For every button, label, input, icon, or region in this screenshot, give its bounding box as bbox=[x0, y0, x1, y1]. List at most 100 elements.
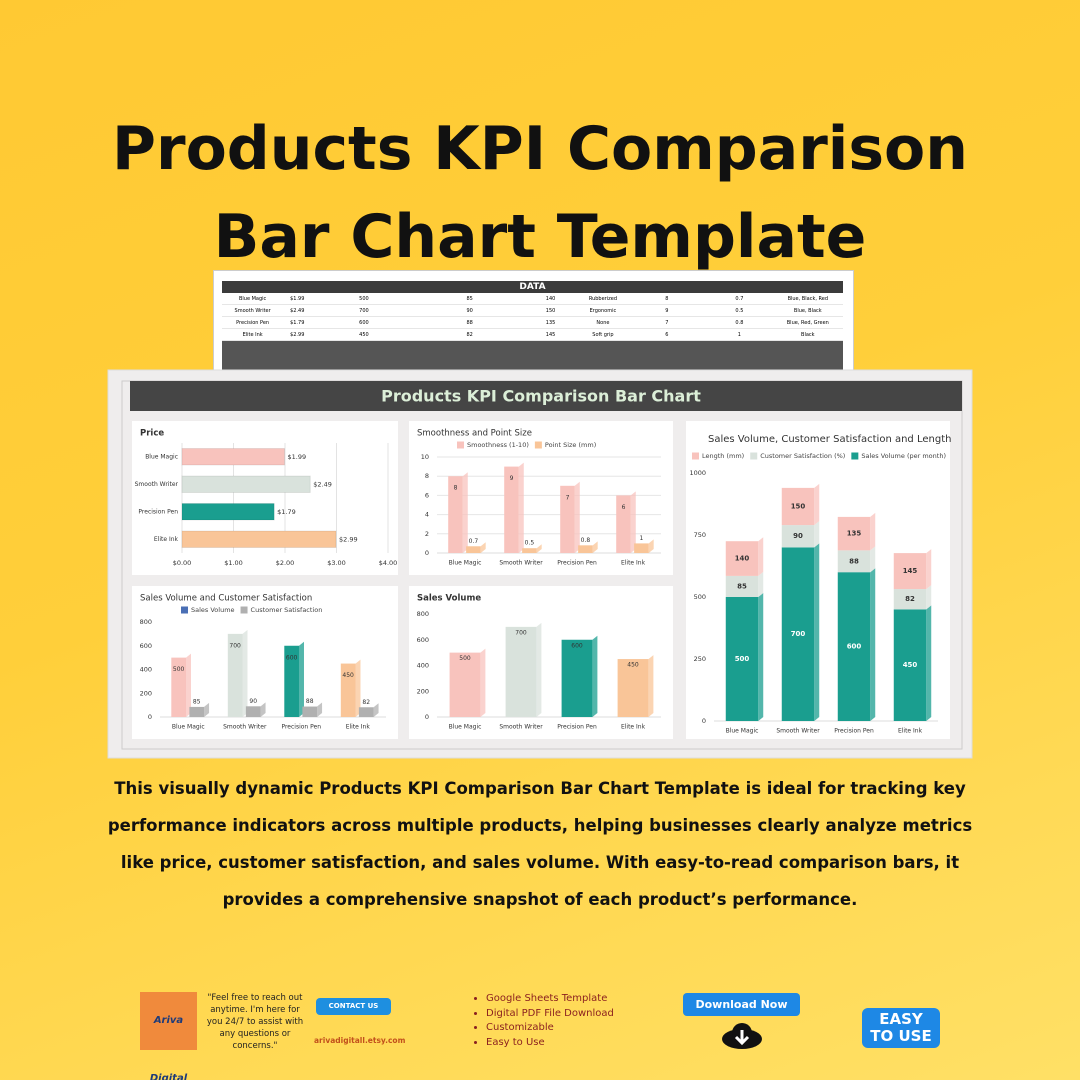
bar-side bbox=[260, 702, 266, 717]
y-tick-label: 200 bbox=[417, 687, 429, 695]
category-label: Precision Pen bbox=[138, 508, 178, 515]
download-button[interactable]: Download Now bbox=[683, 993, 800, 1016]
bar bbox=[340, 663, 356, 717]
legend: Smoothness (1-10) Point Size (mm) bbox=[457, 441, 596, 449]
value-label: 700 bbox=[515, 629, 527, 636]
bar bbox=[504, 466, 519, 553]
bar bbox=[616, 495, 631, 553]
category-label: Smooth Writer bbox=[499, 560, 543, 567]
category-label: Blue Magic bbox=[449, 724, 482, 731]
value-label: 90 bbox=[793, 532, 803, 540]
bar-side bbox=[758, 593, 764, 721]
bar bbox=[227, 633, 243, 717]
bar-side bbox=[926, 585, 932, 610]
value-label: 500 bbox=[735, 655, 750, 663]
bar-side bbox=[355, 659, 361, 717]
bar bbox=[171, 657, 186, 717]
y-tick-label: 400 bbox=[140, 666, 152, 674]
x-tick-label: $3.00 bbox=[327, 559, 346, 567]
bar-side bbox=[926, 605, 932, 721]
feature: Customizable bbox=[486, 1021, 614, 1036]
bar-side bbox=[926, 549, 932, 590]
chart-title: Price bbox=[140, 429, 164, 439]
x-tick-label: $2.00 bbox=[276, 559, 295, 567]
shop-link[interactable]: arivadigitall.etsy.com bbox=[314, 1036, 406, 1045]
table-cell: 8 bbox=[627, 292, 707, 305]
category-label: Elite Ink bbox=[621, 560, 646, 567]
bar bbox=[725, 597, 759, 721]
table-row: Blue Magic $1.99 500 85 140 Rubberized 8 0.7 Blu… bbox=[222, 292, 843, 305]
value-label: 85 bbox=[193, 698, 201, 705]
bar-side bbox=[298, 641, 304, 717]
table-row: Precision Pen $1.79 600 88 135 None 7 0.8 Blue, … bbox=[222, 316, 843, 329]
table-cell: 600 bbox=[311, 316, 417, 329]
y-tick-label: 0 bbox=[148, 713, 152, 721]
title-line: Products KPI Comparison bbox=[112, 114, 968, 184]
table-cell: 700 bbox=[311, 304, 417, 317]
y-tick-label: 600 bbox=[417, 636, 429, 644]
bar bbox=[725, 575, 759, 597]
y-tick-label: 10 bbox=[421, 453, 429, 461]
bar-side bbox=[870, 568, 876, 721]
bar bbox=[181, 475, 311, 493]
value-label: 85 bbox=[737, 582, 747, 590]
bar bbox=[837, 572, 871, 721]
legend-label: Customer Satisfaction (%) bbox=[760, 452, 845, 460]
feature-list: Google Sheets TemplateDigital PDF File D… bbox=[474, 992, 614, 1050]
bar bbox=[466, 546, 481, 553]
value-label: 600 bbox=[571, 642, 583, 649]
bar bbox=[284, 645, 299, 717]
value-label: 9 bbox=[510, 475, 514, 482]
dashboard-title: Products KPI Comparison Bar Chart bbox=[381, 387, 701, 406]
bar-side bbox=[630, 491, 636, 553]
value-label: 150 bbox=[791, 502, 806, 510]
y-tick-label: 800 bbox=[417, 610, 429, 618]
category-label: Smooth Writer bbox=[776, 728, 820, 735]
legend-label: Point Size (mm) bbox=[545, 441, 596, 449]
table-cell: Precision Pen bbox=[222, 316, 284, 329]
table-cell: 1 bbox=[706, 328, 773, 341]
category-label: Elite Ink bbox=[621, 724, 646, 731]
bar bbox=[449, 652, 481, 717]
category-label: Blue Magic bbox=[145, 453, 178, 460]
description: This visually dynamic Products KPI Compa… bbox=[107, 779, 973, 909]
bar-side bbox=[536, 622, 542, 717]
value-label: 500 bbox=[459, 655, 471, 662]
bar bbox=[448, 476, 463, 553]
contact-button[interactable]: CONTACT US bbox=[316, 998, 391, 1015]
value-label: 600 bbox=[847, 643, 862, 651]
value-label: 8 bbox=[454, 485, 458, 492]
y-tick-label: 200 bbox=[140, 689, 152, 697]
legend-swatch bbox=[240, 606, 248, 614]
table-cell: 140 bbox=[522, 292, 579, 305]
bar-side bbox=[242, 629, 248, 717]
table-cell: Soft grip bbox=[578, 328, 628, 341]
bar-side bbox=[870, 512, 876, 551]
table-cell: Blue, Red, Green bbox=[772, 316, 843, 329]
value-label: 82 bbox=[905, 595, 915, 603]
badge-line: TO USE bbox=[870, 1027, 932, 1045]
bar bbox=[893, 553, 927, 590]
table-row: Elite Ink $2.99 450 82 145 Soft grip 6 1 Black bbox=[222, 328, 843, 341]
badge-line: EASY bbox=[879, 1010, 923, 1028]
value-label: 135 bbox=[847, 530, 862, 538]
category-label: Elite Ink bbox=[898, 728, 923, 735]
legend-label: Length (mm) bbox=[702, 452, 744, 460]
table-cell: 90 bbox=[416, 304, 523, 317]
legend-swatch bbox=[181, 606, 188, 614]
category-label: Smooth Writer bbox=[223, 724, 267, 731]
y-tick-label: 250 bbox=[694, 655, 706, 663]
bar bbox=[893, 609, 927, 721]
legend-label: Sales Volume bbox=[191, 606, 235, 614]
value-label: $2.49 bbox=[313, 480, 332, 488]
bar bbox=[781, 487, 815, 526]
bar bbox=[837, 516, 871, 551]
value-label: 1 bbox=[639, 535, 643, 542]
bar bbox=[522, 548, 537, 553]
y-tick-label: 0 bbox=[702, 717, 706, 725]
chart-title: Sales Volume, Customer Satisfaction and … bbox=[708, 434, 951, 445]
table-cell: None bbox=[578, 316, 628, 329]
legend: Length (mm) Customer Satisfaction (%) Sale… bbox=[692, 452, 946, 460]
value-label: $2.99 bbox=[339, 535, 358, 543]
